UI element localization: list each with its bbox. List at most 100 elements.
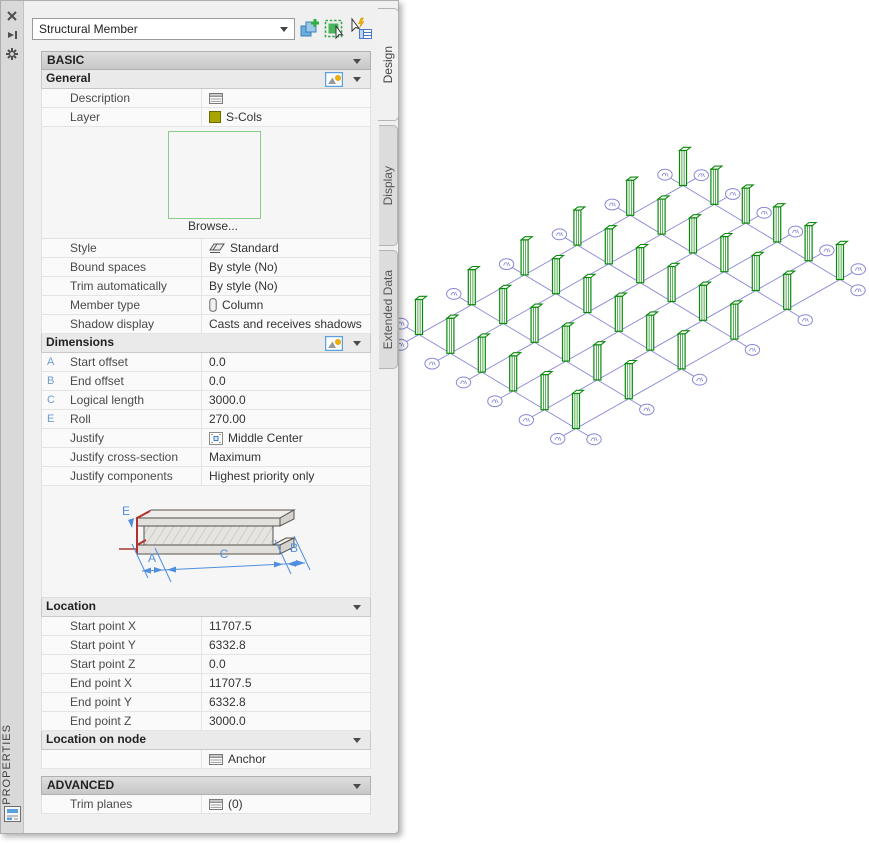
- grid-bubble[interactable]: [819, 244, 835, 257]
- grid-line[interactable]: [611, 204, 806, 321]
- property-value[interactable]: Casts and receives shadows: [209, 317, 362, 331]
- grid-line[interactable]: [664, 174, 859, 291]
- structural-column[interactable]: [529, 303, 544, 343]
- tab-extended-data[interactable]: Extended Data: [379, 250, 398, 369]
- grid-line[interactable]: [453, 293, 648, 410]
- property-value[interactable]: By style (No): [209, 279, 278, 293]
- grid-bubble[interactable]: [744, 343, 761, 356]
- grid-line[interactable]: [506, 263, 700, 381]
- structural-column[interactable]: [677, 146, 693, 187]
- grid-bubble[interactable]: [455, 376, 472, 389]
- section-header-dimensions[interactable]: Dimensions: [41, 334, 371, 353]
- grid-bubble[interactable]: [850, 284, 866, 297]
- grid-line[interactable]: [400, 323, 595, 440]
- grid-line[interactable]: [559, 233, 753, 351]
- structural-column[interactable]: [772, 203, 787, 243]
- grid-line[interactable]: [526, 249, 828, 421]
- structural-column[interactable]: [613, 292, 628, 332]
- section-header-location[interactable]: Location: [41, 598, 371, 617]
- grid-bubble[interactable]: [498, 258, 515, 271]
- structural-column[interactable]: [740, 184, 755, 224]
- structural-column[interactable]: [656, 195, 671, 235]
- property-value[interactable]: Middle Center: [202, 429, 370, 447]
- property-value[interactable]: Maximum: [209, 450, 262, 464]
- grid-bubble[interactable]: [424, 357, 440, 370]
- structural-column[interactable]: [476, 333, 491, 373]
- structural-column[interactable]: [687, 214, 703, 254]
- chevron-down-icon[interactable]: [353, 59, 361, 68]
- browse-button[interactable]: Browse...: [187, 219, 238, 233]
- chevron-down-icon[interactable]: [353, 738, 361, 747]
- chevron-down-icon[interactable]: [353, 77, 361, 86]
- grid-bubble[interactable]: [487, 395, 503, 408]
- grid-line[interactable]: [557, 268, 859, 440]
- tab-display[interactable]: Display: [379, 125, 398, 246]
- structural-column[interactable]: [625, 176, 640, 216]
- structural-column[interactable]: [603, 225, 618, 265]
- property-value[interactable]: 0.0: [209, 355, 226, 369]
- grid-bubble[interactable]: [756, 206, 772, 219]
- section-image-icon[interactable]: [324, 71, 344, 92]
- grid-bubble[interactable]: [787, 225, 804, 238]
- structural-column[interactable]: [709, 165, 724, 205]
- settings-gear-icon[interactable]: [5, 47, 19, 61]
- structural-column[interactable]: [592, 341, 607, 381]
- grid-line[interactable]: [400, 174, 702, 346]
- grid-bubble[interactable]: [691, 373, 708, 386]
- property-value[interactable]: Highest priority only: [209, 469, 315, 483]
- add-selected-icon[interactable]: [298, 17, 322, 41]
- structural-column[interactable]: [539, 370, 554, 411]
- section-image-icon[interactable]: [324, 335, 344, 356]
- auto-hide-icon[interactable]: [5, 28, 19, 42]
- structural-column[interactable]: [413, 295, 429, 336]
- property-value[interactable]: 0.0: [209, 374, 226, 388]
- property-value[interactable]: 0.0: [209, 657, 226, 671]
- property-value[interactable]: Standard: [202, 239, 370, 257]
- structural-column[interactable]: [570, 389, 586, 430]
- property-value[interactable]: (0): [202, 795, 370, 813]
- property-value[interactable]: 6332.8: [209, 638, 246, 652]
- section-header-location-on-node[interactable]: Location on node: [41, 731, 371, 750]
- quick-properties-toggle-icon[interactable]: [349, 17, 373, 41]
- property-value[interactable]: By style (No): [209, 260, 278, 274]
- property-value[interactable]: S-Cols: [202, 108, 370, 126]
- chevron-down-icon[interactable]: [353, 341, 361, 350]
- structural-column[interactable]: [445, 314, 460, 354]
- structural-column[interactable]: [572, 206, 587, 246]
- structural-column[interactable]: [550, 254, 566, 295]
- grid-bubble[interactable]: [850, 263, 866, 276]
- property-value[interactable]: 3000.0: [209, 714, 246, 728]
- style-preview-box[interactable]: [168, 131, 261, 219]
- structural-column[interactable]: [697, 281, 713, 321]
- section-header-basic[interactable]: BASIC: [41, 51, 371, 70]
- grid-bubble[interactable]: [797, 314, 813, 326]
- structural-column[interactable]: [676, 330, 691, 370]
- grid-bubble[interactable]: [639, 403, 655, 416]
- property-value[interactable]: Column: [202, 296, 370, 314]
- grid-line[interactable]: [494, 231, 796, 402]
- section-header-advanced[interactable]: ADVANCED: [41, 776, 371, 795]
- property-value[interactable]: 11707.5: [209, 676, 252, 690]
- structural-column[interactable]: [582, 273, 597, 314]
- grid-bubble[interactable]: [604, 198, 620, 211]
- grid-bubble[interactable]: [551, 228, 568, 241]
- structural-column[interactable]: [782, 270, 797, 310]
- chevron-down-icon[interactable]: [353, 605, 361, 614]
- structural-column[interactable]: [466, 265, 481, 306]
- section-header-general[interactable]: General: [41, 70, 371, 89]
- grid-bubble[interactable]: [446, 288, 462, 300]
- structural-column[interactable]: [666, 262, 681, 303]
- grid-bubble[interactable]: [586, 433, 602, 446]
- structural-column[interactable]: [719, 232, 734, 273]
- tab-design[interactable]: Design: [378, 8, 399, 121]
- grid-bubble[interactable]: [550, 432, 566, 445]
- structural-column[interactable]: [508, 352, 523, 392]
- property-value[interactable]: Anchor: [202, 750, 370, 768]
- grid-bubble[interactable]: [518, 414, 535, 426]
- structural-column[interactable]: [834, 240, 850, 281]
- grid-bubble[interactable]: [693, 169, 709, 182]
- structural-column[interactable]: [519, 236, 534, 276]
- property-value[interactable]: 3000.0: [209, 393, 246, 407]
- structural-column[interactable]: [498, 284, 513, 325]
